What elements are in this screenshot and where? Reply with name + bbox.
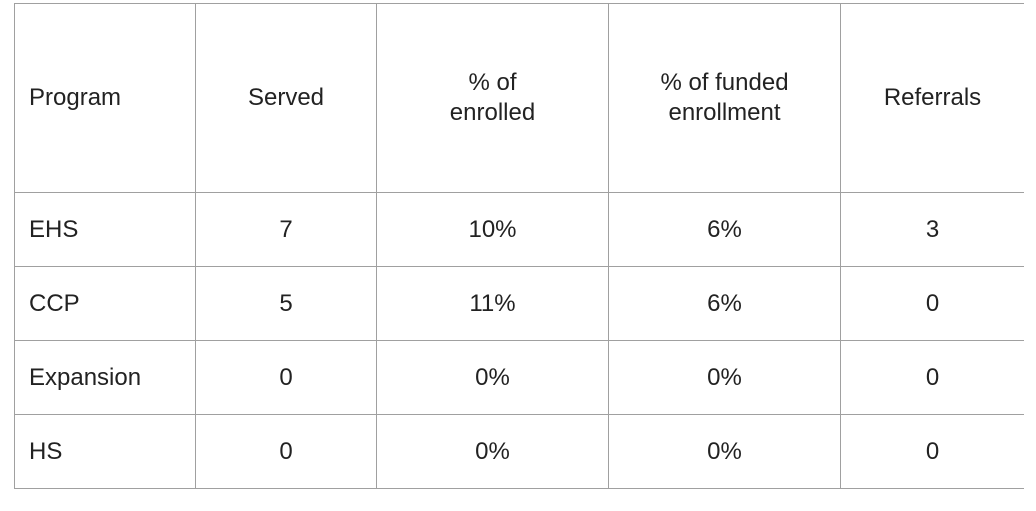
data-cell: 0% xyxy=(376,414,609,489)
table-container: Program Served% of enrolled% of funded en… xyxy=(14,3,1024,511)
header-cell: Referrals xyxy=(840,3,1024,193)
data-cell: 7 xyxy=(195,192,377,267)
header-cell: Program xyxy=(14,3,196,193)
table-body: Program Served% of enrolled% of funded en… xyxy=(14,3,1024,489)
data-cell: 11% xyxy=(376,266,609,341)
data-cell: 0 xyxy=(840,340,1024,415)
data-cell: Expansion xyxy=(14,340,196,415)
data-cell: 0 xyxy=(840,266,1024,341)
data-cell: 0 xyxy=(195,340,377,415)
header-cell: % of enrolled xyxy=(376,3,609,193)
header-row: Program Served% of enrolled% of funded en… xyxy=(14,3,1024,193)
data-cell: 0% xyxy=(376,340,609,415)
data-cell: 0% xyxy=(608,340,841,415)
data-cell: 3 xyxy=(840,192,1024,267)
data-row: HS 0 0% 0% 0 xyxy=(14,414,1024,489)
data-cell: EHS xyxy=(14,192,196,267)
data-cell: 0% xyxy=(608,414,841,489)
data-cell: 6% xyxy=(608,266,841,341)
data-cell: HS xyxy=(14,414,196,489)
data-cell: 0 xyxy=(195,414,377,489)
data-cell: CCP xyxy=(14,266,196,341)
data-cell: 0 xyxy=(840,414,1024,489)
header-cell: % of funded enrollment xyxy=(608,3,841,193)
data-cell: 10% xyxy=(376,192,609,267)
data-row: Expansion 0 0% 0% 0 xyxy=(14,340,1024,415)
data-row: EHS 7 10% 6% 3 xyxy=(14,192,1024,267)
data-cell: 5 xyxy=(195,266,377,341)
header-cell: Served xyxy=(195,3,377,193)
data-row: CCP 5 11% 6% 0 xyxy=(14,266,1024,341)
program-table: Program Served% of enrolled% of funded en… xyxy=(14,3,1024,489)
data-cell: 6% xyxy=(608,192,841,267)
